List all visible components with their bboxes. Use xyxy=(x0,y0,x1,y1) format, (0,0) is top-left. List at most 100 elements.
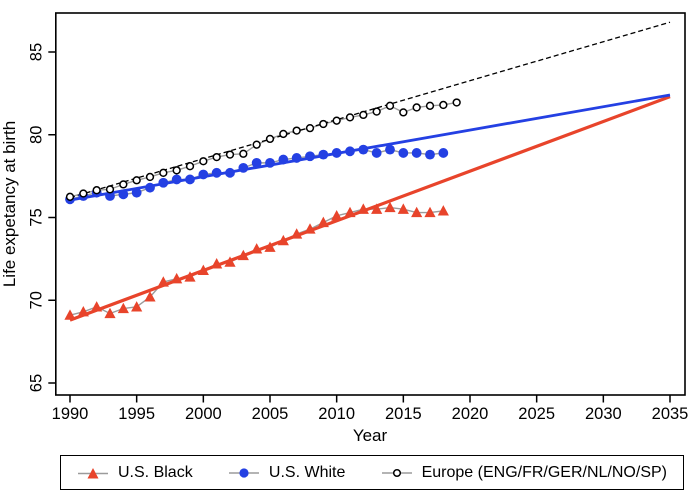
marker-triangle xyxy=(224,256,236,267)
marker-circle xyxy=(425,149,435,160)
marker-triangle xyxy=(371,203,383,214)
y-tick-label: 70 xyxy=(27,291,45,309)
legend-item-us-black: U.S. Black xyxy=(77,464,193,482)
x-tick-label: 2005 xyxy=(252,405,289,423)
marker-circle xyxy=(318,149,329,160)
marker-open-circle xyxy=(439,100,448,110)
marker-open-circle xyxy=(252,140,261,149)
marker-open-circle xyxy=(292,126,301,135)
marker-circle xyxy=(105,191,115,201)
marker-open-circle xyxy=(359,110,368,120)
marker-triangle xyxy=(211,258,223,269)
marker-open-circle xyxy=(239,149,248,158)
marker-circle xyxy=(251,157,262,168)
marker-open-circle xyxy=(279,129,288,139)
line-chart: 1990 1995 2000 2005 2010 2015 2020 2025 2030 2035… xyxy=(0,12,689,445)
marker-circle xyxy=(331,148,342,158)
marker-triangle xyxy=(357,203,369,214)
marker-circle xyxy=(171,174,182,185)
marker-triangle xyxy=(77,306,89,317)
marker-triangle xyxy=(424,206,436,218)
x-tick-label: 2020 xyxy=(452,405,489,423)
y-axis-title: Life expetancy at birth xyxy=(0,121,19,287)
marker-circle xyxy=(278,154,289,165)
marker-circle xyxy=(358,144,369,155)
marker-circle xyxy=(131,187,142,198)
marker-triangle xyxy=(64,309,76,320)
marker-open-circle xyxy=(119,180,128,189)
marker-triangle xyxy=(144,291,156,302)
marker-circle xyxy=(438,148,449,158)
marker-triangle xyxy=(304,223,316,234)
marker-open-circle xyxy=(452,98,461,107)
marker-open-circle xyxy=(305,123,315,133)
marker-open-circle xyxy=(265,134,275,144)
y-tick-label: 75 xyxy=(27,208,45,226)
marker-triangle xyxy=(157,276,169,287)
marker-triangle xyxy=(437,205,449,216)
marker-triangle xyxy=(91,301,103,312)
marker-triangle xyxy=(237,249,249,261)
marker-open-circle xyxy=(385,101,395,110)
marker-circle xyxy=(198,169,209,180)
marker-triangle xyxy=(117,302,129,314)
x-tick-label: 1995 xyxy=(118,405,155,423)
marker-triangle xyxy=(171,272,183,284)
legend-marker-triangle-icon xyxy=(78,467,108,478)
marker-circle xyxy=(238,162,249,173)
marker-triangle xyxy=(344,206,356,218)
marker-open-circle xyxy=(225,150,235,159)
marker-triangle xyxy=(384,201,396,213)
marker-open-circle xyxy=(172,166,181,175)
x-tick-label: 2035 xyxy=(652,405,689,423)
marker-triangle xyxy=(317,216,329,228)
legend-marker-open-circle-icon xyxy=(381,468,412,477)
marker-open-circle xyxy=(105,185,115,194)
marker-circle xyxy=(345,146,355,157)
marker-open-circle xyxy=(185,162,195,171)
marker-circle xyxy=(265,157,275,168)
marker-circle xyxy=(185,174,195,185)
x-tick-label: 2000 xyxy=(185,405,222,423)
marker-open-circle xyxy=(159,168,168,177)
marker-triangle xyxy=(291,228,303,239)
marker-open-circle xyxy=(145,172,155,182)
marker-open-circle xyxy=(372,107,381,116)
marker-open-circle xyxy=(319,119,328,129)
marker-circle xyxy=(211,167,222,178)
marker-circle xyxy=(158,177,169,188)
plot-border xyxy=(54,12,686,396)
marker-circle xyxy=(225,167,235,178)
marker-open-circle xyxy=(345,113,355,122)
marker-triangle xyxy=(197,264,209,276)
marker-circle xyxy=(305,151,315,162)
marker-circle xyxy=(371,148,382,158)
marker-triangle xyxy=(104,307,116,319)
legend-item-europe: Europe (ENG/FR/GER/NL/NO/SP) xyxy=(381,464,667,482)
marker-open-circle xyxy=(199,157,208,166)
marker-open-circle xyxy=(412,103,421,112)
trend-line-0 xyxy=(69,95,671,322)
marker-open-circle xyxy=(332,116,341,125)
marker-open-circle xyxy=(92,186,101,195)
legend: U.S. Black U.S. White Europe (ENG/FR/GER… xyxy=(60,455,684,490)
marker-triangle xyxy=(184,271,196,282)
marker-circle xyxy=(118,189,129,200)
x-tick-label: 2015 xyxy=(385,405,422,423)
legend-label-us-white: U.S. White xyxy=(268,463,346,481)
trend-line-1 xyxy=(69,93,671,202)
x-tick-label: 2010 xyxy=(318,405,355,423)
marker-open-circle xyxy=(425,101,435,110)
marker-circle xyxy=(411,148,422,158)
marker-circle xyxy=(398,148,409,158)
legend-label-europe: Europe (ENG/FR/GER/NL/NO/SP) xyxy=(421,463,667,481)
legend-marker-circle-icon xyxy=(228,467,259,478)
marker-triangle xyxy=(277,234,289,246)
marker-triangle xyxy=(331,210,343,221)
series-connector-2 xyxy=(69,101,457,198)
marker-open-circle xyxy=(79,189,88,198)
trend-line-2 xyxy=(69,21,671,199)
marker-triangle xyxy=(131,301,143,312)
legend-label-us-black: U.S. Black xyxy=(118,463,193,481)
